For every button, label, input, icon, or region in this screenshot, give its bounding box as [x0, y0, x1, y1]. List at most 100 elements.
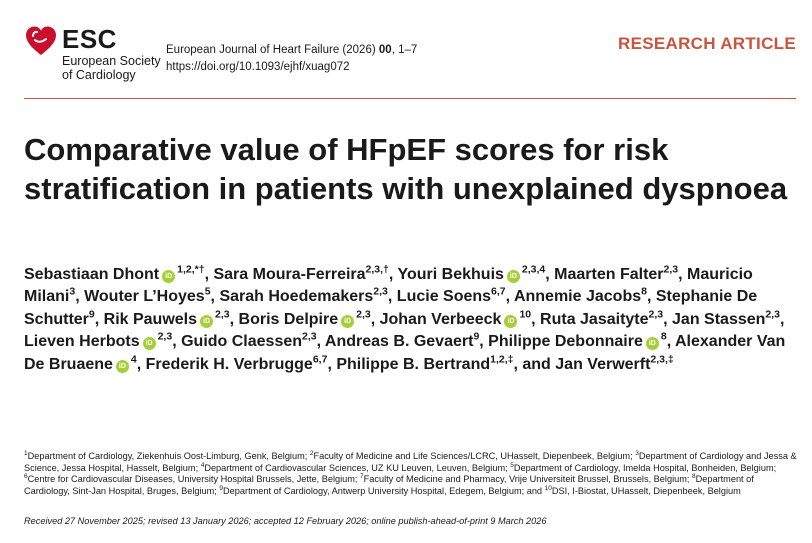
author-affiliation-marks: 2,3 — [356, 308, 371, 321]
author-name: Jan Verwerft — [555, 355, 651, 373]
affiliation-number: 3 — [635, 449, 639, 457]
author-name: Alexander Van De Bruaene — [24, 333, 786, 373]
author: Jan Stassen2,3 — [672, 308, 781, 328]
orcid-icon[interactable]: iD — [162, 270, 176, 283]
esc-logo: ESC European Society of Cardiology — [24, 22, 174, 92]
article-type-label: RESEARCH ARTICLE — [618, 34, 796, 53]
author: Ruta Jasaityte2,3 — [540, 308, 664, 328]
author-affiliation-marks: 2,3 — [765, 308, 781, 321]
author-affiliation-marks: 6,7 — [312, 353, 328, 366]
logo-wordmark: ESC — [62, 24, 117, 54]
header-divider — [24, 98, 796, 99]
publication-dates: Received 27 November 2025; revised 13 Ja… — [24, 516, 547, 526]
author-name: Maarten Falter — [554, 266, 664, 283]
affiliation-number: 2 — [309, 449, 314, 457]
author-affiliation-marks: 6,7 — [491, 286, 506, 299]
author-affiliation-marks: 2,3,4 — [521, 263, 546, 276]
author-affiliation-marks: 5 — [204, 286, 211, 299]
author-affiliation-marks: 2,3,‡ — [650, 353, 674, 366]
affiliation-text: Centre for Cardiovascular Diseases, Univ… — [27, 474, 361, 485]
author-name: Sebastiaan Dhont — [24, 266, 160, 283]
author-name: Frederik H. Verbrugge — [145, 355, 313, 373]
article-title: Comparative value of HFpEF scores for ri… — [24, 132, 788, 206]
author-affiliation-marks: 2,3 — [157, 330, 173, 343]
author: Youri Bekhuis iD2,3,4 — [397, 263, 546, 283]
author: Maarten Falter2,3 — [554, 264, 678, 283]
orcid-icon[interactable]: iD — [341, 314, 355, 328]
author: Sebastiaan Dhont iD1,2,*† — [24, 263, 205, 283]
author-affiliation-marks: 2,3 — [648, 308, 664, 321]
author-affiliation-marks: 10 — [519, 308, 532, 321]
affiliation-number: 1 — [24, 449, 28, 457]
author-name: Andreas B. Gevaert — [324, 333, 474, 351]
affiliation-text: Faculty of Medicine and Pharmacy, Vrije … — [363, 474, 692, 485]
author-name: Guido Claessen — [181, 333, 303, 351]
author-affiliation-marks: 2,3 — [215, 308, 230, 321]
author: Philippe B. Bertrand1,2,‡ — [336, 353, 514, 373]
author-affiliation-marks: 3 — [69, 286, 76, 299]
affiliation-number: 8 — [691, 473, 696, 481]
author: Andreas B. Gevaert9 — [324, 330, 480, 351]
author-name: Johan Verbeeck — [379, 310, 502, 328]
author: Jan Verwerft2,3,‡ — [555, 353, 674, 373]
author-name: Stephanie De Schutter — [24, 288, 758, 328]
logo-subtitle: European Society of Cardiology — [62, 54, 161, 82]
orcid-icon[interactable]: iD — [504, 314, 518, 328]
author: Frederik H. Verbrugge6,7 — [145, 353, 328, 373]
author-name: Sarah Hoedemakers — [219, 288, 374, 306]
author-name: Philippe Debonnaire — [488, 333, 643, 351]
affiliation-number: 4 — [200, 461, 205, 469]
author: Guido Claessen2,3 — [181, 332, 317, 351]
author-name: Mauricio Milani — [24, 266, 753, 306]
affiliation-text: Department of Cardiology, Ziekenhuis Oos… — [27, 451, 310, 461]
author-affiliation-marks: 8 — [660, 330, 667, 343]
author-affiliation-marks: 8 — [641, 286, 647, 299]
orcid-icon[interactable]: iD — [645, 337, 659, 351]
author-affiliation-marks: 9 — [473, 330, 480, 343]
affiliation-text: Department of Cardiology and Jessa & Sci… — [24, 451, 797, 473]
affiliation-text: DSI, I-Biostat, UHasselt, Diepenbeek, Be… — [551, 485, 741, 496]
author: Rik Pauwels iD2,3 — [104, 308, 230, 328]
orcid-icon[interactable]: iD — [200, 314, 214, 328]
journal-citation: European Journal of Heart Failure (2026)… — [166, 42, 417, 76]
author-name: Jan Stassen — [672, 310, 766, 328]
orcid-icon[interactable]: iD — [115, 359, 129, 373]
author-affiliation-marks: 1,2,*† — [177, 263, 205, 276]
affiliations: 1Department of Cardiology, Ziekenhuis Oo… — [24, 449, 799, 497]
author-name: Youri Bekhuis — [397, 266, 504, 283]
author: Sara Moura-Ferreira2,3,† — [213, 263, 389, 283]
author-affiliation-marks: 2,3 — [373, 286, 388, 299]
author-affiliation-marks: 9 — [88, 308, 95, 321]
author: Boris Delpire iD2,3 — [239, 308, 371, 328]
affiliation-text: Department of Cardiology, Antwerp Univer… — [223, 485, 545, 496]
affiliation-text: Department of Cardiology, Imelda Hospita… — [513, 462, 777, 473]
affiliation-number: 5 — [510, 461, 514, 469]
author-affiliation-marks: 1,2,‡ — [490, 353, 514, 366]
journal-name: European Journal of Heart Failure (2026) — [166, 44, 376, 56]
author: Mauricio Milani3 — [24, 266, 753, 305]
author-affiliation-marks: 4 — [130, 353, 137, 366]
author: Philippe Debonnaire iD8 — [488, 330, 667, 351]
author-name: Wouter L’Hoyes — [84, 288, 205, 306]
author-name: Annemie Jacobs — [513, 288, 642, 306]
affiliation-text: Faculty of Medicine and Life Sciences/LC… — [313, 451, 636, 461]
author: Johan Verbeeck iD10 — [379, 308, 532, 328]
author: Lieven Herbots iD2,3 — [24, 330, 173, 351]
author-affiliation-marks: 2,3,† — [365, 263, 389, 276]
author-name: Sara Moura-Ferreira — [213, 266, 366, 283]
affiliation-text: Department of Cardiovascular Sciences, U… — [204, 462, 511, 473]
journal-doi-link[interactable]: https://doi.org/10.1093/ejhf/xuag072 — [166, 61, 350, 73]
journal-pages: , 1–7 — [391, 44, 418, 56]
affiliation-number: 9 — [219, 484, 224, 492]
author-list: Sebastiaan Dhont iD1,2,*†, Sara Moura-Fer… — [24, 263, 786, 373]
author: Stephanie De Schutter9 — [24, 288, 757, 327]
author-name: Lieven Herbots — [24, 333, 140, 351]
journal-volume: 00 — [378, 44, 392, 56]
orcid-icon[interactable]: iD — [506, 270, 520, 283]
author: Alexander Van De Bruaene iD4 — [24, 333, 786, 373]
author-name: Lucie Soens — [396, 288, 492, 306]
author: Annemie Jacobs8 — [513, 286, 647, 306]
esc-heart-icon — [26, 26, 56, 55]
orcid-icon[interactable]: iD — [142, 337, 156, 351]
affiliation-text: Department of Cardiology, Sint-Jan Hospi… — [24, 474, 754, 496]
